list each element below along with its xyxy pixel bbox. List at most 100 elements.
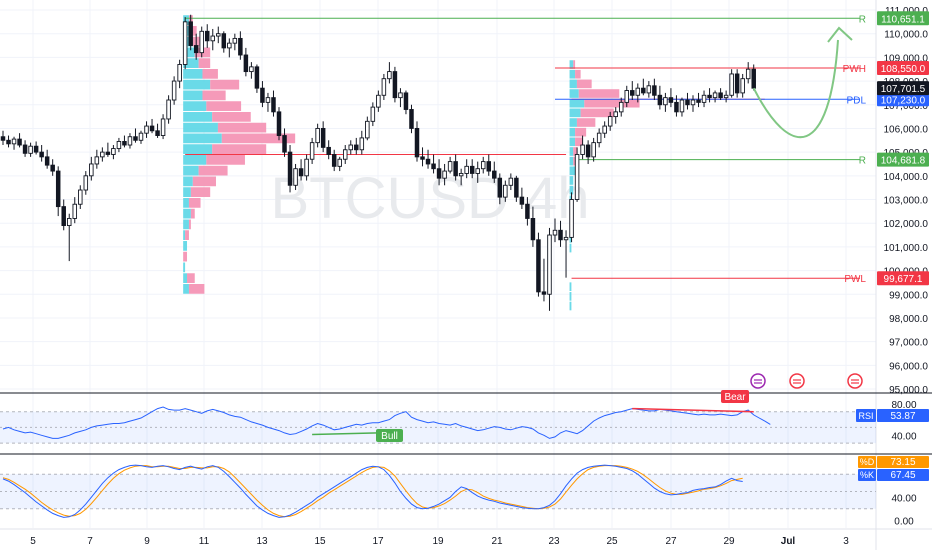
volume-profile-bar-up — [183, 58, 199, 68]
candle-down — [22, 144, 28, 154]
candle-up — [508, 177, 514, 186]
volume-profile-bar-down — [188, 283, 205, 294]
stoch-k-line — [2, 464, 743, 518]
candle-up — [111, 148, 116, 155]
candle-down — [105, 151, 111, 155]
bull-divergence-line — [312, 432, 379, 436]
price-level-value: 108,550.0 — [881, 64, 926, 75]
chart-watermark: BTCUSD 4h — [270, 166, 589, 231]
x-tick-label: 23 — [548, 536, 560, 547]
volume-profile-bar-down — [212, 144, 267, 154]
price-level-label: R — [859, 156, 866, 167]
volume-profile-bar-up — [569, 127, 576, 137]
candle-down — [641, 87, 646, 94]
volume-profile-bar-up — [183, 165, 199, 176]
volume-profile-bar-down — [202, 90, 226, 101]
candle-up — [66, 217, 72, 227]
candle-up — [376, 94, 381, 108]
candle-down — [243, 54, 249, 73]
candle-up — [723, 94, 729, 99]
y-tick-label: 101,000.0 — [884, 243, 929, 254]
candle-up — [646, 85, 652, 94]
candle-up — [116, 141, 122, 150]
candle-down — [497, 177, 503, 198]
volume-profile-bar-down — [185, 230, 189, 240]
candle-up — [177, 64, 182, 82]
candle-down — [685, 99, 690, 106]
volume-profile-bar-up — [569, 301, 572, 311]
stoch-series-name-badge — [858, 456, 876, 468]
volume-profile-bar-up — [569, 234, 572, 243]
bull-label-badge — [376, 429, 403, 442]
candle-up — [475, 168, 480, 174]
stoch-series-value-badge — [877, 456, 929, 468]
stoch-series-value: 73.15 — [890, 457, 915, 468]
candle-up — [160, 118, 166, 136]
y-tick-label: 98,000.0 — [889, 314, 928, 325]
price-level-badge — [877, 61, 929, 76]
x-tick-label: 17 — [372, 536, 384, 547]
y-tick-label: 102,000.0 — [884, 219, 929, 230]
candle-down — [674, 101, 679, 113]
candle-up — [304, 158, 309, 177]
x-tick-label: 19 — [432, 536, 444, 547]
volume-profile-bar-down — [192, 176, 216, 187]
price-level-badge — [877, 271, 929, 286]
candle-up — [144, 125, 149, 134]
candle-up — [729, 73, 734, 96]
candle-up — [547, 234, 552, 295]
candle-up — [138, 132, 144, 141]
volume-profile-bar-up — [569, 176, 574, 185]
y-tick-label: 97,000.0 — [889, 338, 928, 349]
candle-down — [469, 165, 475, 174]
candle-up — [569, 199, 574, 238]
candle-up — [348, 144, 354, 151]
volume-profile-bar-down — [188, 197, 201, 208]
candle-down — [392, 71, 398, 99]
candle-up — [370, 106, 376, 122]
volume-profile-bar-up — [183, 197, 189, 208]
candle-up — [11, 138, 17, 145]
candle-down — [122, 141, 127, 146]
candle-down — [287, 151, 293, 186]
candle-up — [607, 116, 613, 127]
flag-icon[interactable] — [847, 373, 863, 389]
candle-down — [514, 177, 519, 198]
stoch-series-name: %K — [860, 470, 874, 480]
volume-profile-bar-down — [575, 127, 587, 137]
volume-profile-bar-up — [183, 111, 213, 122]
volume-profile-bar-up — [183, 36, 193, 47]
volume-profile-bar-down — [190, 187, 211, 197]
candle-up — [83, 175, 89, 191]
volume-profile-bar-down — [198, 165, 228, 176]
x-tick-label: 11 — [199, 536, 210, 547]
candle-up — [166, 99, 171, 120]
volume-profile-bar-up — [183, 144, 213, 154]
candle-up — [580, 144, 585, 155]
y-tick-label: 99,000.0 — [889, 290, 928, 301]
volume-profile-bar-up — [569, 98, 585, 108]
candle-up — [182, 21, 188, 65]
candle-up — [596, 132, 602, 144]
candle-down — [193, 45, 199, 54]
stoch-series-value: 67.45 — [890, 470, 915, 481]
candle-down — [530, 217, 536, 241]
rsi-y-tick-label: 40.00 — [891, 431, 916, 442]
candle-up — [712, 92, 718, 99]
candle-up — [618, 101, 624, 113]
candle-up — [365, 120, 370, 139]
volume-profile-bar-up — [569, 147, 574, 156]
candle-down — [525, 203, 530, 219]
candle-down — [519, 196, 525, 205]
lightning-icon[interactable] — [750, 373, 766, 389]
candle-up — [94, 156, 100, 165]
bull-label: Bull — [381, 431, 398, 442]
x-tick-label: 9 — [144, 536, 150, 547]
volume-profile-bar-down — [573, 156, 576, 166]
rsi-y-tick-label: 80.00 — [891, 400, 916, 411]
candle-down — [61, 206, 66, 227]
candle-down — [403, 92, 409, 110]
flag-icon[interactable] — [789, 373, 805, 389]
y-tick-label: 95,000.0 — [889, 385, 928, 396]
x-tick-label: 27 — [665, 536, 677, 547]
